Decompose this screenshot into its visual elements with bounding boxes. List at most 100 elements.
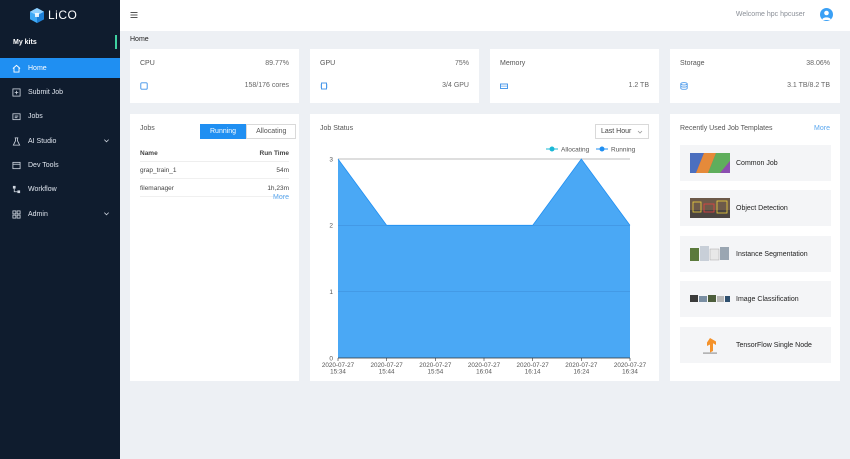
image-classification-thumbnail xyxy=(690,295,730,302)
jobs-more-link[interactable]: More xyxy=(273,194,289,201)
template-tensorflow-single-node[interactable]: TensorFlow Single Node xyxy=(680,327,831,363)
cpu-icon xyxy=(140,82,148,90)
sidebar-item-admin[interactable]: Admin xyxy=(0,204,120,224)
object-detection-thumbnail xyxy=(690,198,730,218)
x-tick-label: 2020-07-27 xyxy=(468,362,501,369)
sidebar: LiCO My kits Home Submit Job Jobs AI Stu… xyxy=(0,0,120,459)
sidebar-item-home[interactable]: Home xyxy=(0,58,120,78)
series-area-running xyxy=(338,159,630,358)
sidebar-item-ai-studio[interactable]: AI Studio xyxy=(0,131,120,151)
admin-icon xyxy=(12,210,21,219)
templates-panel: Recently Used Job Templates More Common … xyxy=(670,114,840,381)
breadcrumb: Home xyxy=(130,36,149,43)
chevron-down-icon[interactable] xyxy=(103,210,110,217)
time-range-value: Last Hour xyxy=(601,128,632,135)
tensorflow-thumbnail xyxy=(703,338,717,354)
job-name[interactable]: grap_train_1 xyxy=(140,166,177,174)
gpu-percent: 75% xyxy=(454,60,469,67)
gpu-title: GPU xyxy=(320,60,336,67)
sidebar-item-submit-job[interactable]: Submit Job xyxy=(0,82,120,102)
x-tick-label: 16:14 xyxy=(525,369,541,376)
top-header: Welcome hpc hpcuser xyxy=(120,0,850,31)
job-status-panel: Job Status Last Hour 0 1 2 3 2020-07-27 15:34… xyxy=(310,114,659,381)
legend-label: Allocating xyxy=(561,146,590,153)
x-tick-label: 2020-07-27 xyxy=(371,362,404,369)
template-label: Common Job xyxy=(736,159,778,167)
x-tick-label: 16:34 xyxy=(622,369,638,376)
sidebar-item-label: Workflow xyxy=(28,186,57,194)
legend-label: Running xyxy=(611,146,636,153)
x-tick-label: 2020-07-27 xyxy=(565,362,598,369)
job-status-chart: 01232020-07-2715:342020-07-2715:442020-0… xyxy=(322,146,647,376)
template-label: Instance Segmentation xyxy=(736,250,808,258)
jobs-panel: Jobs Running Allocating Name Run Time gr… xyxy=(130,114,299,381)
x-tick-label: 16:04 xyxy=(476,369,492,376)
memory-icon xyxy=(500,83,508,89)
job-runtime: 54m xyxy=(276,166,289,174)
storage-icon xyxy=(680,82,688,90)
series-line-running xyxy=(337,158,631,226)
job-status-title: Job Status xyxy=(320,125,354,132)
job-name[interactable]: filemanager xyxy=(140,184,174,192)
y-tick-label: 2 xyxy=(329,223,333,230)
sidebar-item-jobs[interactable]: Jobs xyxy=(0,107,120,127)
template-label: TensorFlow Single Node xyxy=(736,341,812,349)
gpu-icon xyxy=(320,82,328,90)
table-row[interactable]: filemanager 1h,23m xyxy=(140,180,289,197)
sidebar-item-label: Home xyxy=(28,64,47,72)
user-icon xyxy=(822,10,831,20)
logo-text: LiCO xyxy=(48,8,78,22)
logo-cube-icon xyxy=(30,7,44,23)
tab-allocating[interactable]: Allocating xyxy=(246,124,297,139)
x-tick-label: 15:44 xyxy=(379,369,395,376)
memory-card: Memory 1.2 TB xyxy=(490,49,659,103)
my-kits-label: My kits xyxy=(13,39,37,46)
y-tick-label: 0 xyxy=(329,355,333,362)
x-tick-label: 15:54 xyxy=(427,369,443,376)
gpu-value: 3/4 GPU xyxy=(442,82,469,89)
logo[interactable]: LiCO xyxy=(30,7,77,23)
job-runtime: 1h,23m xyxy=(267,184,289,192)
template-instance-segmentation[interactable]: Instance Segmentation xyxy=(680,236,831,272)
templates-title: Recently Used Job Templates xyxy=(680,125,773,132)
column-header-run-time[interactable]: Run Time xyxy=(259,150,290,157)
template-image-classification[interactable]: Image Classification xyxy=(680,281,831,317)
storage-card: Storage 38.06% 3.1 TB/8.2 TB xyxy=(670,49,840,103)
memory-title: Memory xyxy=(500,60,526,67)
home-icon xyxy=(12,64,21,73)
sidebar-item-label: AI Studio xyxy=(28,137,57,145)
submit-job-icon xyxy=(12,88,21,97)
y-tick-label: 1 xyxy=(329,289,333,296)
x-tick-label: 2020-07-27 xyxy=(614,362,647,369)
template-label: Image Classification xyxy=(736,295,799,303)
x-tick-label: 16:24 xyxy=(573,369,589,376)
x-tick-label: 2020-07-27 xyxy=(517,362,550,369)
sidebar-item-workflow[interactable]: Workflow xyxy=(0,180,120,200)
legend-marker xyxy=(599,146,605,152)
sidebar-nav: Home Submit Job Jobs AI Studio Dev Tools… xyxy=(0,58,120,229)
sidebar-item-dev-tools[interactable]: Dev Tools xyxy=(0,156,120,176)
templates-more-link[interactable]: More xyxy=(814,125,830,132)
jobs-title: Jobs xyxy=(140,125,155,132)
cpu-card: CPU 89.77% 158/176 cores xyxy=(130,49,299,103)
dev-tools-icon xyxy=(12,162,21,170)
table-row[interactable]: grap_train_1 54m xyxy=(140,162,289,179)
cpu-title: CPU xyxy=(140,60,155,67)
cpu-value: 158/176 cores xyxy=(244,82,289,89)
template-common-job[interactable]: Common Job xyxy=(680,145,831,181)
user-avatar[interactable] xyxy=(820,8,833,21)
time-range-select[interactable]: Last Hour xyxy=(595,124,649,139)
tab-running[interactable]: Running xyxy=(200,124,247,139)
sidebar-item-label: Jobs xyxy=(28,113,43,121)
common-job-thumbnail xyxy=(690,153,730,173)
menu-toggle-icon[interactable] xyxy=(130,11,138,19)
column-header-name[interactable]: Name xyxy=(140,150,158,157)
memory-value: 1.2 TB xyxy=(628,82,650,89)
x-tick-label: 2020-07-27 xyxy=(419,362,452,369)
legend-marker xyxy=(549,146,555,152)
storage-title: Storage xyxy=(680,60,705,67)
storage-percent: 38.06% xyxy=(806,60,830,67)
chevron-down-icon[interactable] xyxy=(103,137,110,144)
x-tick-label: 2020-07-27 xyxy=(322,362,355,369)
template-object-detection[interactable]: Object Detection xyxy=(680,190,831,226)
